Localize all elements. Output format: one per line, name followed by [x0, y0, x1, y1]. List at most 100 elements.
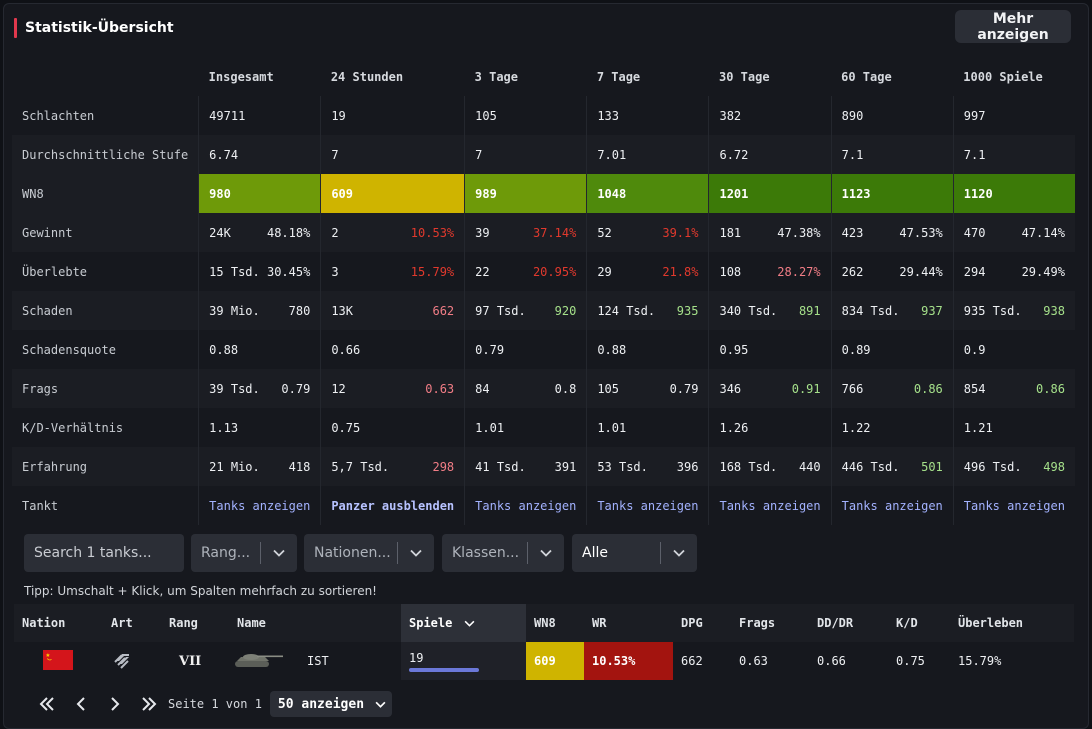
stat-cell: 24K 48.18%: [198, 213, 322, 252]
stat-count: 15 Tsd.: [209, 264, 260, 279]
stat-total: 124 Tsd.: [597, 303, 656, 318]
stat-avg: 396: [676, 459, 699, 474]
stat-cell: 496 Tsd. 498: [953, 447, 1075, 486]
stat-avg: 0.91: [791, 381, 821, 396]
col-wr[interactable]: WR: [584, 604, 673, 642]
col-nation[interactable]: Nation: [14, 604, 103, 642]
row-label: WN8: [12, 174, 200, 213]
rang-select[interactable]: Rang...: [191, 534, 297, 572]
stat-avg: 0.86: [913, 381, 943, 396]
show-more-button[interactable]: Mehr anzeigen: [955, 10, 1071, 43]
stat-total: 854: [963, 381, 986, 396]
stat-cell: 854 0.86: [953, 369, 1075, 408]
nationen-select[interactable]: Nationen...: [304, 534, 434, 572]
table-row[interactable]: VII IST 19 609 10.53% 662 0.6: [14, 642, 1074, 680]
heavy-tank-icon: [114, 653, 129, 669]
stat-total: 5,7 Tsd.: [331, 459, 390, 474]
pagination: Seite 1 von 1 50 anzeigen: [30, 690, 392, 718]
stat-cell: 53 Tsd. 396: [586, 447, 710, 486]
stat-total: 97 Tsd.: [475, 303, 526, 318]
stat-cell: 15 Tsd. 30.45%: [198, 252, 322, 291]
show-tanks-link-label[interactable]: Tanks anzeigen: [209, 498, 311, 513]
show-tanks-link-label[interactable]: Tanks anzeigen: [475, 498, 577, 513]
stat-rate: 47.14%: [1021, 225, 1065, 240]
status-select[interactable]: Alle: [572, 534, 697, 572]
col-dddr[interactable]: DD/DR: [809, 604, 888, 642]
col-art[interactable]: Art: [103, 604, 161, 642]
stat-total: 105: [597, 381, 619, 396]
row-schlachten: Schlachten 49711 19 105 133 382 890 997: [12, 96, 1075, 135]
per-page-select[interactable]: 50 anzeigen: [269, 691, 392, 717]
show-tanks-link[interactable]: Tanks anzeigen: [953, 486, 1075, 525]
col-dpg[interactable]: DPG: [673, 604, 731, 642]
stat-value: 382: [708, 96, 832, 135]
stat-avg: 0.86: [1036, 381, 1065, 396]
col-spiele[interactable]: Spiele: [401, 604, 526, 642]
stat-cell: 21 Mio. 418: [198, 447, 322, 486]
col-3-tage: 3 Tage: [474, 70, 519, 84]
stat-total: 446 Tsd.: [841, 459, 900, 474]
spiele-cell: 19: [401, 642, 526, 680]
stat-count: 423: [841, 225, 864, 240]
show-tanks-link-label[interactable]: Tanks anzeigen: [597, 498, 699, 513]
stat-avg: 501: [921, 459, 943, 474]
show-tanks-link-label[interactable]: Tanks anzeigen: [963, 498, 1065, 513]
show-tanks-link[interactable]: Tanks anzeigen: [198, 486, 322, 525]
row-label: Schadensquote: [12, 330, 200, 369]
stat-value: 49711: [198, 96, 322, 135]
stat-rate: 15.79%: [410, 264, 455, 279]
stat-avg: 662: [432, 303, 455, 318]
col-kd[interactable]: K/D: [888, 604, 950, 642]
klassen-select[interactable]: Klassen...: [442, 534, 564, 572]
ussr-flag-icon: [43, 649, 73, 670]
page-info: Seite 1 von 1: [168, 697, 262, 711]
row-frags: Frags 39 Tsd. 0.79 12 0.63 84 0.8 105 0.79 3…: [12, 369, 1075, 408]
select-divider: [660, 542, 661, 564]
col-name[interactable]: Name: [229, 604, 401, 642]
stat-rate: 47.53%: [899, 225, 943, 240]
col-ueberleben[interactable]: Überleben: [950, 604, 1074, 642]
col-1000-spiele: 1000 Spiele: [963, 70, 1043, 84]
chevron-down-icon[interactable]: [528, 549, 564, 557]
stat-count: 29: [597, 264, 612, 279]
col-frags[interactable]: Frags: [731, 604, 809, 642]
row-stufe: Durchschnittliche Stufe 6.74 7 7 7.01 6.…: [12, 135, 1075, 174]
first-page-icon[interactable]: [30, 690, 64, 718]
chevron-down-icon[interactable]: [661, 549, 697, 557]
stat-count: 39: [475, 225, 490, 240]
show-tanks-link-label[interactable]: Tanks anzeigen: [719, 498, 821, 513]
stat-value: 1.22: [831, 408, 954, 447]
stat-count: 22: [475, 264, 490, 279]
search-input[interactable]: [24, 534, 184, 572]
stat-count: 52: [597, 225, 612, 240]
next-page-icon[interactable]: [98, 690, 132, 718]
stat-avg: 937: [921, 303, 943, 318]
chevron-down-icon[interactable]: [398, 549, 434, 557]
col-wn8[interactable]: WN8: [526, 604, 584, 642]
stat-total: 340 Tsd.: [719, 303, 778, 318]
row-schaden: Schaden 39 Mio. 780 13K 662 97 Tsd. 920 124…: [12, 291, 1075, 330]
show-tanks-link[interactable]: Tanks anzeigen: [831, 486, 954, 525]
row-schadensquote: Schadensquote 0.88 0.66 0.79 0.88 0.95 0…: [12, 330, 1075, 369]
last-page-icon[interactable]: [132, 690, 166, 718]
stat-total: 13K: [331, 303, 354, 318]
show-tanks-link[interactable]: Tanks anzeigen: [586, 486, 710, 525]
stat-rate: 10.53%: [410, 225, 455, 240]
stat-value: 1.01: [586, 408, 710, 447]
col-spiele-label[interactable]: Spiele: [409, 616, 453, 630]
spiele-bar: [409, 667, 479, 672]
stat-value: 7: [464, 135, 588, 174]
hide-tanks-link-label[interactable]: Panzer ausblenden: [331, 498, 455, 513]
show-tanks-link-label[interactable]: Tanks anzeigen: [841, 498, 943, 513]
tank-image-icon: [235, 654, 283, 667]
stat-cell: 105 0.79: [586, 369, 710, 408]
col-rang[interactable]: Rang: [161, 604, 229, 642]
hide-tanks-link[interactable]: Panzer ausblenden: [320, 486, 466, 525]
show-tanks-link[interactable]: Tanks anzeigen: [464, 486, 588, 525]
show-tanks-link[interactable]: Tanks anzeigen: [708, 486, 832, 525]
stat-value: 19: [320, 96, 466, 135]
chevron-down-icon[interactable]: [261, 549, 297, 557]
stat-cell: 39 37.14%: [464, 213, 588, 252]
prev-page-icon[interactable]: [64, 690, 98, 718]
wn8-value: 609: [320, 174, 466, 213]
